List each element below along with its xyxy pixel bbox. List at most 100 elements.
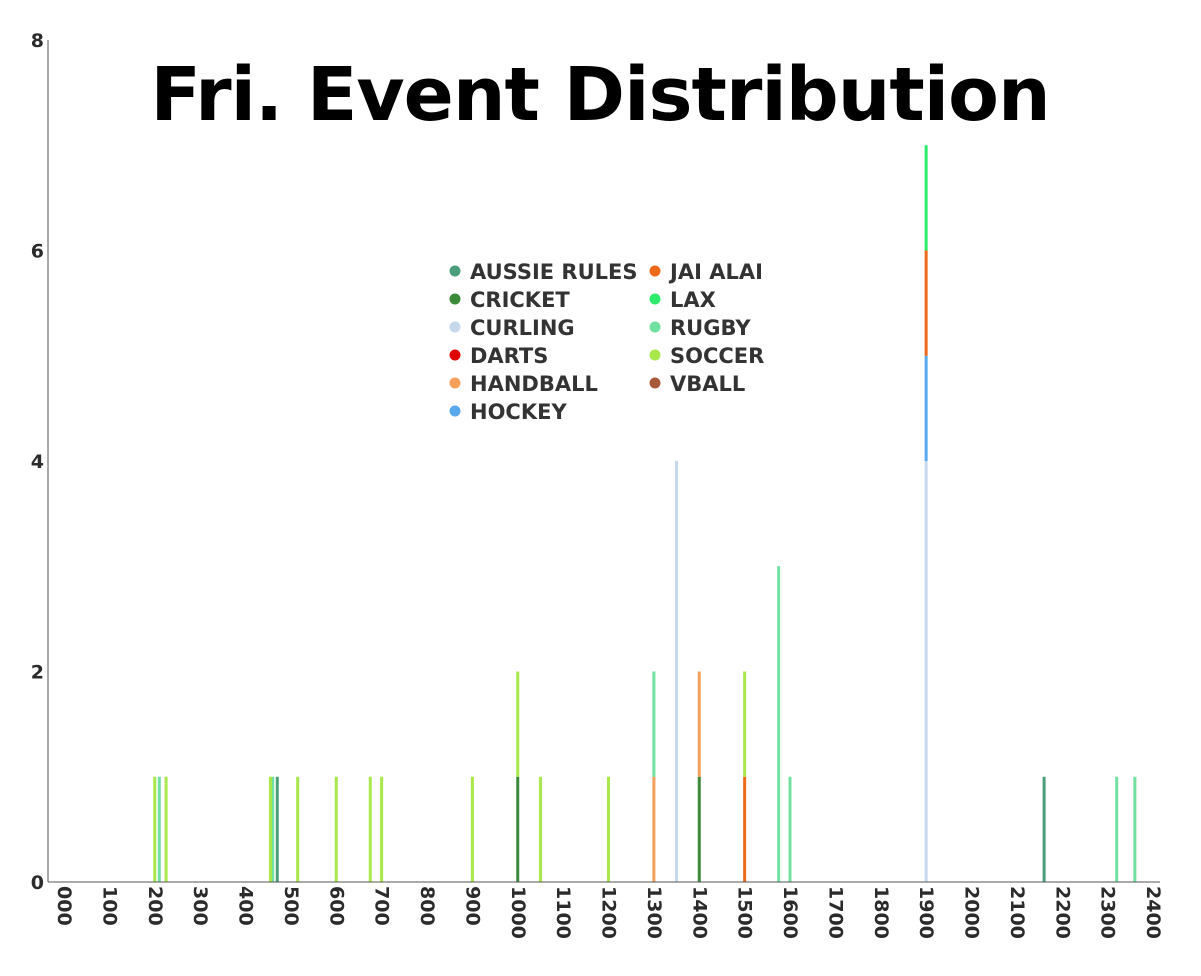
bar-soccer-600 xyxy=(334,776,338,882)
y-tick-label: 6 xyxy=(31,241,44,263)
bar-lax-1900 xyxy=(924,145,928,251)
legend-item: CRICKET xyxy=(449,288,570,312)
x-tick-label: 500 xyxy=(280,886,302,926)
bar-handball-1400 xyxy=(697,671,701,777)
x-tick-label: 400 xyxy=(235,886,257,926)
legend-item: VBALL xyxy=(649,372,745,396)
legend-swatch xyxy=(449,405,461,417)
legend-item: CURLING xyxy=(449,316,575,340)
x-tick-label: 100 xyxy=(98,886,120,926)
legend-label: HOCKEY xyxy=(470,400,567,424)
x-tick-label: 2200 xyxy=(1051,886,1073,939)
x-tick-label: 900 xyxy=(461,886,483,926)
legend-swatch xyxy=(449,349,461,361)
bar-soccer-225 xyxy=(164,776,168,882)
x-tick-label: 1300 xyxy=(643,886,665,939)
bar-soccer-675 xyxy=(368,776,372,882)
legend-label: SOCCER xyxy=(670,344,764,368)
x-tick-label: 800 xyxy=(416,886,438,926)
bar-rugby-1600 xyxy=(788,776,792,882)
x-tick-label: 1700 xyxy=(824,886,846,939)
legend-item: SOCCER xyxy=(649,344,764,368)
bar-soccer-455 xyxy=(268,776,272,882)
legend-item: DARTS xyxy=(449,344,548,368)
legend-label: HANDBALL xyxy=(470,372,598,396)
x-tick-label: 1800 xyxy=(870,886,892,939)
legend-swatch xyxy=(649,321,661,333)
bar-jai-alai-1900 xyxy=(924,250,928,356)
legend-item: AUSSIE RULES xyxy=(449,260,638,284)
x-tick-label: 2300 xyxy=(1097,886,1119,939)
legend-label: AUSSIE RULES xyxy=(470,260,638,284)
bar-rugby-1300 xyxy=(652,671,656,777)
legend-label: JAI ALAI xyxy=(668,260,763,284)
bar-curling-1900 xyxy=(924,461,928,882)
legend-item: LAX xyxy=(649,288,716,312)
bar-aussie-rules-2160 xyxy=(1042,776,1046,882)
legend-label: DARTS xyxy=(470,344,548,368)
bar-rugby-1575 xyxy=(777,566,781,882)
bar-soccer-515 xyxy=(296,776,300,882)
bar-rugby-2320 xyxy=(1115,776,1119,882)
bar-handball-1300 xyxy=(652,776,656,882)
bar-jai-alai-1500 xyxy=(743,776,747,882)
legend-item: RUGBY xyxy=(649,316,751,340)
legend-label: RUGBY xyxy=(670,316,751,340)
bar-soccer-700 xyxy=(380,776,384,882)
legend-label: CRICKET xyxy=(470,288,570,312)
y-tick-label: 0 xyxy=(31,872,44,894)
x-tick-label: 2100 xyxy=(1006,886,1028,939)
legend-swatch xyxy=(449,265,461,277)
x-tick-label: 200 xyxy=(144,886,166,926)
x-tick-label: 300 xyxy=(189,886,211,926)
x-tick-label: 1200 xyxy=(598,886,620,939)
bars-layer xyxy=(153,145,1137,882)
y-ticks: 0 2 4 6 8 xyxy=(31,30,44,894)
x-tick-label: 000 xyxy=(53,886,75,926)
bar-rugby-460 xyxy=(271,776,275,882)
bar-soccer-900 xyxy=(470,776,474,882)
bar-soccer-1200 xyxy=(607,776,610,882)
x-tick-label: 2000 xyxy=(961,886,983,939)
x-tick-label: 1900 xyxy=(915,886,937,939)
y-tick-label: 8 xyxy=(31,30,44,52)
x-tick-label: 1100 xyxy=(552,886,574,939)
legend-swatch xyxy=(649,293,661,305)
bar-rugby-2360 xyxy=(1133,776,1137,882)
bar-hockey-1900 xyxy=(924,355,928,461)
legend-label: LAX xyxy=(670,288,716,312)
x-tick-label: 700 xyxy=(371,886,393,926)
bar-soccer-1500 xyxy=(743,671,747,777)
legend-label: VBALL xyxy=(670,372,745,396)
legend: AUSSIE RULES CRICKET CURLING DARTS HANDBALL H… xyxy=(449,260,764,424)
bar-aussie-rules-470 xyxy=(275,776,279,882)
bar-cricket-1000 xyxy=(516,776,520,882)
chart-title: Fri. Event Distribution xyxy=(150,52,1049,138)
x-ticks: 000 100 200 300 400 500 600 700 800 900 1000 1100 12… xyxy=(53,886,1164,939)
legend-swatch xyxy=(449,377,461,389)
legend-swatch xyxy=(649,265,661,277)
bar-cricket-1400 xyxy=(697,776,701,882)
x-tick-label: 1400 xyxy=(688,886,710,939)
legend-label: CURLING xyxy=(470,316,575,340)
legend-swatch xyxy=(649,349,661,361)
legend-item: JAI ALAI xyxy=(649,260,763,284)
x-tick-label: 1000 xyxy=(507,886,529,939)
bar-rugby-210 xyxy=(157,776,161,882)
x-tick-label: 1500 xyxy=(734,886,756,939)
x-tick-label: 1600 xyxy=(779,886,801,939)
bar-soccer-200 xyxy=(153,776,157,882)
x-tick-label: 2400 xyxy=(1142,886,1164,939)
bar-soccer-1000 xyxy=(516,671,520,777)
legend-swatch xyxy=(449,321,461,333)
legend-swatch xyxy=(649,377,661,389)
bar-curling-1350 xyxy=(675,461,679,882)
legend-item: HOCKEY xyxy=(449,400,567,424)
y-tick-label: 4 xyxy=(31,451,44,473)
legend-item: HANDBALL xyxy=(449,372,598,396)
bar-soccer-1050 xyxy=(538,776,542,882)
legend-swatch xyxy=(449,293,461,305)
y-tick-label: 2 xyxy=(31,662,44,684)
x-tick-label: 600 xyxy=(325,886,347,926)
